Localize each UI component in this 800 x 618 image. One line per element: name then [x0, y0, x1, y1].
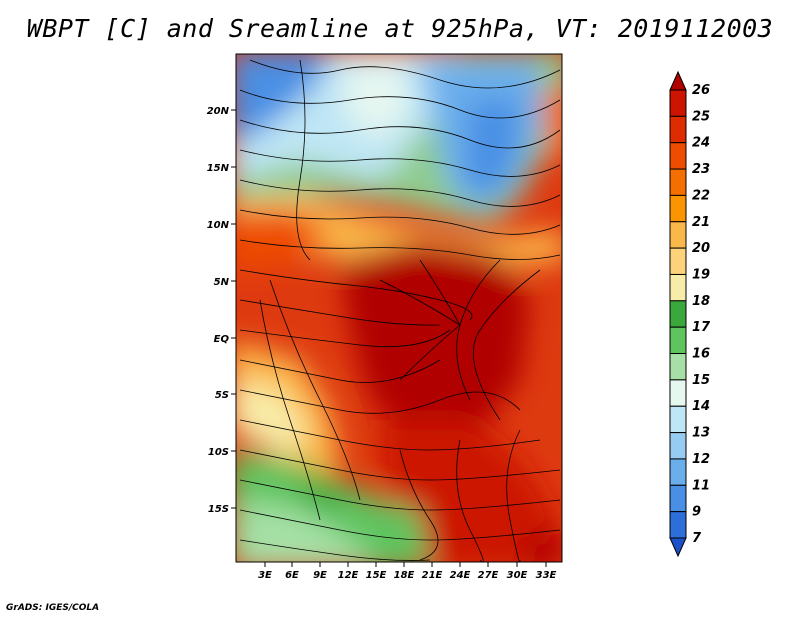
colorbar-swatch: [669, 115, 687, 144]
lat-tick: 15N: [207, 163, 236, 174]
colorbar-swatch: [669, 484, 687, 513]
lon-tick-label: 30E: [507, 570, 528, 581]
map-title: WBPT [C] and Sreamline at 925hPa, VT: 20…: [26, 14, 774, 43]
colorbar-swatch: [669, 273, 687, 302]
colorbar-label: 21: [692, 215, 710, 230]
lon-tick-label: 3E: [258, 570, 272, 581]
lon-tick-label: 33E: [536, 570, 557, 581]
lon-tick-label: 27E: [478, 570, 499, 581]
lat-tick-label: 5S: [215, 390, 229, 401]
lat-tick-label: 15S: [208, 504, 229, 515]
lat-tick: EQ: [214, 334, 236, 345]
lon-tick: 12E: [338, 562, 359, 581]
lon-tick-label: 24E: [450, 570, 471, 581]
lon-tick-label: 21E: [422, 570, 443, 581]
colorbar-label: 15: [692, 373, 710, 388]
colorbar-label: 17: [692, 320, 711, 335]
lat-tick: 20N: [207, 106, 236, 117]
colorbar-swatch: [669, 247, 687, 275]
colorbar-label: 11: [692, 478, 710, 493]
colorbar-label: 12: [692, 452, 710, 467]
lon-tick: 15E: [366, 562, 387, 581]
colorbar-label: 7: [692, 531, 702, 546]
lon-tick-label: 12E: [338, 570, 359, 581]
lat-tick-label: 15N: [207, 163, 230, 174]
lat-tick: 10N: [207, 220, 236, 231]
lat-tick: 5S: [215, 390, 236, 401]
lon-tick: 9E: [313, 562, 327, 581]
colorbar-swatch: [669, 432, 687, 460]
colorbar-swatch: [669, 379, 687, 407]
colorbar-label: 22: [692, 188, 710, 203]
colorbar: 26 25 24 23 22 21 20 19 18 17 16 15 14 13 12 11 9 7: [669, 70, 711, 558]
lat-tick: 10S: [208, 447, 236, 458]
colorbar-label: 19: [692, 267, 710, 282]
lon-tick: 24E: [450, 562, 471, 581]
colorbar-swatch: [669, 142, 687, 170]
colorbar-swatch: [669, 221, 687, 249]
colorbar-label: 26: [692, 83, 710, 98]
colorbar-label: 13: [692, 426, 710, 441]
colorbar-label: 9: [692, 505, 701, 520]
lat-tick-label: 5N: [214, 277, 230, 288]
longitude-axis: 3E 6E 9E 12E 15E 18E 21E 24E 27E 30E 33E: [258, 562, 557, 581]
lon-tick: 30E: [507, 562, 528, 581]
lon-tick: 18E: [394, 562, 415, 581]
lat-tick-label: EQ: [214, 334, 230, 345]
credit-text: GrADS: IGES/COLA: [6, 603, 100, 613]
lon-tick-label: 9E: [313, 570, 327, 581]
lat-tick-label: 10S: [208, 447, 229, 458]
colorbar-swatch: [669, 405, 687, 434]
colorbar-swatch: [669, 458, 687, 486]
lon-tick-label: 6E: [285, 570, 299, 581]
colorbar-swatch: [669, 194, 687, 223]
colorbar-label: 16: [692, 347, 710, 362]
colorbar-swatch: [669, 168, 687, 196]
colorbar-swatch: [669, 511, 687, 539]
colorbar-label: 14: [692, 399, 710, 414]
colorbar-label: 24: [692, 136, 710, 151]
lat-tick: 15S: [208, 504, 236, 515]
colorbar-label: 18: [692, 294, 710, 309]
colorbar-swatch: [669, 89, 687, 117]
wbpt-field: [236, 54, 562, 562]
lon-tick-label: 18E: [394, 570, 415, 581]
lon-tick-label: 15E: [366, 570, 387, 581]
lat-tick-label: 20N: [207, 106, 230, 117]
lon-tick: 6E: [285, 562, 299, 581]
colorbar-label: 23: [692, 162, 710, 177]
lon-tick: 27E: [478, 562, 499, 581]
colorbar-swatch: [669, 537, 687, 558]
lat-tick-label: 10N: [207, 220, 230, 231]
colorbar-swatch: [669, 326, 687, 355]
colorbar-swatch: [669, 300, 687, 328]
lat-tick: 5N: [214, 277, 236, 288]
lon-tick: 3E: [258, 562, 272, 581]
lon-tick: 21E: [422, 562, 443, 581]
plot-frame: [235, 53, 563, 563]
lon-tick: 33E: [536, 562, 557, 581]
colorbar-label: 20: [692, 241, 710, 256]
colorbar-label: 25: [692, 109, 710, 124]
latitude-axis: 20N 15N 10N 5N EQ 5S 10S 15S: [207, 106, 236, 515]
streamlines: [239, 59, 561, 562]
colorbar-swatch: [669, 70, 687, 91]
colorbar-swatch: [669, 353, 687, 381]
